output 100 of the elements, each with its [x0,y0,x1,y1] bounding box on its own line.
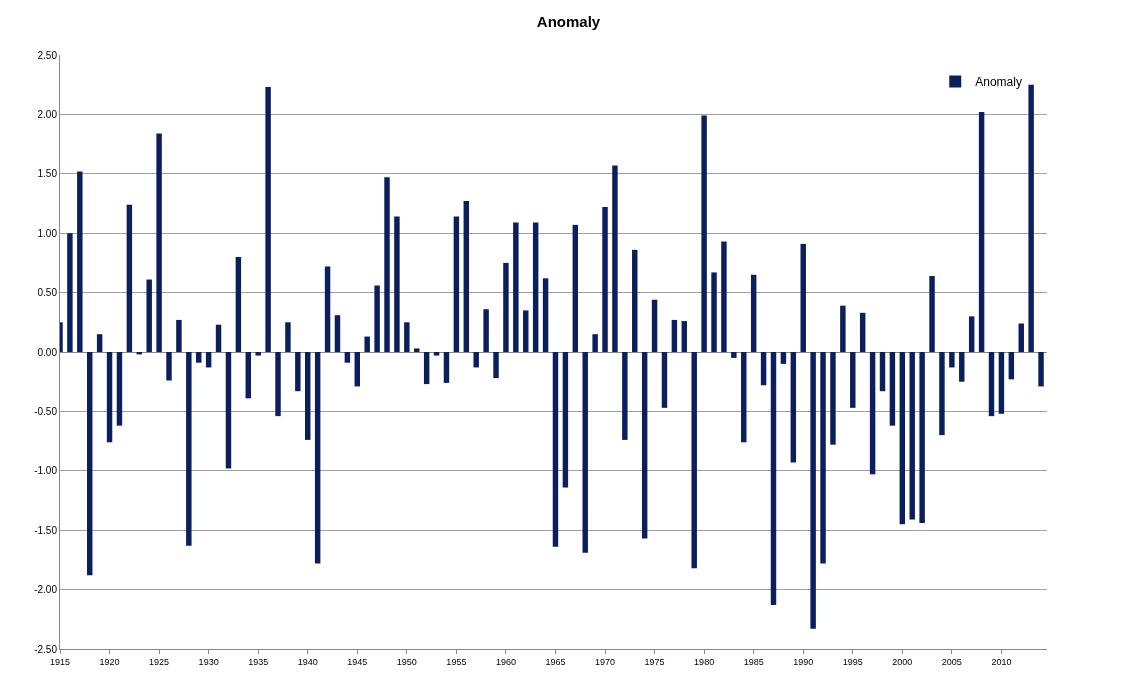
bar [800,243,806,352]
bar [433,352,440,356]
bar [77,171,83,352]
bar [324,266,331,352]
bar [176,319,182,352]
x-tick-label: 1930 [198,656,219,667]
bar [255,352,261,356]
bar [850,352,856,408]
bar [959,352,965,382]
y-tick-label: 0.50 [37,287,58,299]
x-tick-label: 2000 [892,656,913,667]
bar [126,204,133,352]
bar [265,87,271,352]
x-tick-label: 1935 [248,656,269,667]
bar [701,115,707,352]
bar [196,352,202,363]
bar [493,352,499,379]
bar [364,336,370,352]
bar [562,352,569,488]
bar [394,216,400,352]
bar [879,352,886,392]
bar [651,299,658,352]
x-tick-label: 1995 [842,656,863,667]
bar [691,352,697,569]
bar [929,275,935,352]
y-tick-label: -1.50 [34,524,58,536]
bar [899,352,906,525]
bar [305,352,311,440]
bar [681,321,688,352]
bar [612,165,618,352]
bar [513,222,519,352]
x-tick-label: 1985 [743,656,764,667]
y-tick-label: 2.00 [37,108,58,120]
x-tick-label: 2005 [941,656,962,667]
bar [770,352,777,606]
bar [711,272,717,352]
bar [869,352,876,475]
bar [245,352,252,399]
bar [988,352,995,417]
bar [186,352,192,546]
bar [384,177,390,352]
bar [483,309,489,352]
bar [859,312,866,352]
bar [919,352,925,524]
bar [156,133,162,352]
bar [671,319,678,352]
y-tick-label: -1.00 [34,465,58,477]
x-tick-label: 1975 [644,656,665,667]
y-tick-label: 0.00 [37,346,58,358]
bar [978,112,985,352]
bar [1008,352,1015,380]
bar [641,352,648,539]
bar [840,305,846,352]
bar [542,278,549,352]
bar [939,352,945,436]
x-tick-label: 1970 [595,656,616,667]
bar [275,352,281,417]
bar [374,285,380,352]
x-tick-label: 1950 [396,656,417,667]
bar [532,222,539,352]
bar [780,352,787,364]
bar [741,352,747,443]
bar [503,262,509,352]
bar [404,322,410,352]
bar [1038,352,1044,387]
bar [889,352,896,426]
bar [731,352,737,358]
legend-label: Anomaly [975,75,1022,90]
x-tick-label: 1915 [49,656,71,667]
bar [116,352,123,426]
bar [295,352,301,392]
bar [96,334,103,352]
bar [622,352,628,440]
x-tick-label: 1960 [495,656,516,667]
bar [166,352,172,381]
bar [334,315,341,352]
chart-title: Anomaly [536,13,601,31]
x-tick-label: 1940 [297,656,318,667]
bar [810,352,816,629]
x-tick-label: 1980 [694,656,715,667]
bar [582,352,588,553]
x-tick-label: 1920 [99,656,120,667]
bar [602,207,608,352]
bar [949,352,955,368]
bar [314,352,321,564]
bar [215,324,222,352]
x-tick-label: 2010 [991,656,1012,667]
x-tick-label: 1955 [446,656,467,667]
bar [344,352,351,363]
bar [354,352,361,387]
bar [1028,84,1034,352]
bar [572,224,579,352]
y-tick-label: 2.50 [37,49,58,61]
bar [968,316,975,352]
bar [523,310,529,352]
bar [106,352,113,443]
bar [592,334,598,352]
x-tick-label: 1990 [793,656,814,667]
x-tick-label: 1945 [347,656,368,667]
bar [998,352,1005,414]
